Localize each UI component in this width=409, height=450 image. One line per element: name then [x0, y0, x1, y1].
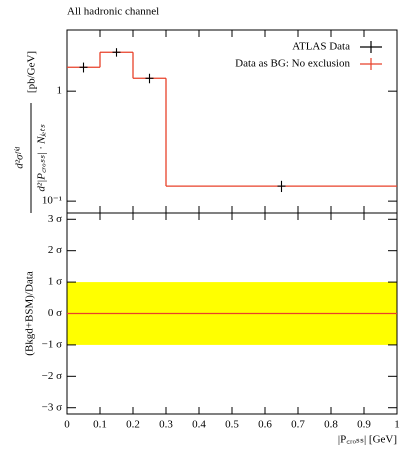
x-tick-label: 0.1 — [93, 419, 107, 431]
x-tick-label: 0.9 — [357, 419, 371, 431]
y-tick-label: 2 σ — [48, 244, 62, 256]
y-axis-label: [pb/GeV] — [26, 51, 38, 93]
y-tick-label: 1 — [57, 85, 63, 97]
x-tick-label: 0 — [64, 419, 70, 431]
x-tick-label: 0.3 — [159, 419, 173, 431]
x-tick-label: 0.4 — [192, 419, 206, 431]
y-tick-label: −3 σ — [42, 401, 62, 413]
x-tick-label: 0.7 — [291, 419, 305, 431]
legend-label: Data as BG: No exclusion — [235, 58, 350, 70]
y-tick-label: 1 σ — [48, 276, 62, 288]
x-tick-label: 0.5 — [225, 419, 239, 431]
y-tick-label: 10⁻¹ — [42, 195, 62, 207]
y-tick-label: 3 σ — [48, 213, 62, 225]
y-tick-label: −1 σ — [42, 338, 62, 350]
y-tick-label: 0 σ — [48, 307, 62, 319]
x-tick-label: 0.6 — [258, 419, 272, 431]
legend-label: ATLAS Data — [292, 41, 350, 53]
x-tick-label: 0.8 — [324, 419, 338, 431]
y-tick-label: −2 σ — [42, 370, 62, 382]
y-axis-label: d²σᶠⁱᵈ — [14, 147, 26, 169]
x-tick-label: 0.2 — [126, 419, 140, 431]
x-tick-label: 1 — [394, 419, 400, 431]
x-axis-label: |P꜀ᵣₒₛₛ| [GeV] — [338, 434, 397, 446]
y-axis-label: d²|P꜀ᵣₒₛₛ| · Nⱼₑₜₛ — [36, 124, 48, 192]
y-axis-label: (Bkgd+BSM)/Data — [24, 271, 36, 356]
chart-title: All hadronic channel — [67, 6, 159, 18]
